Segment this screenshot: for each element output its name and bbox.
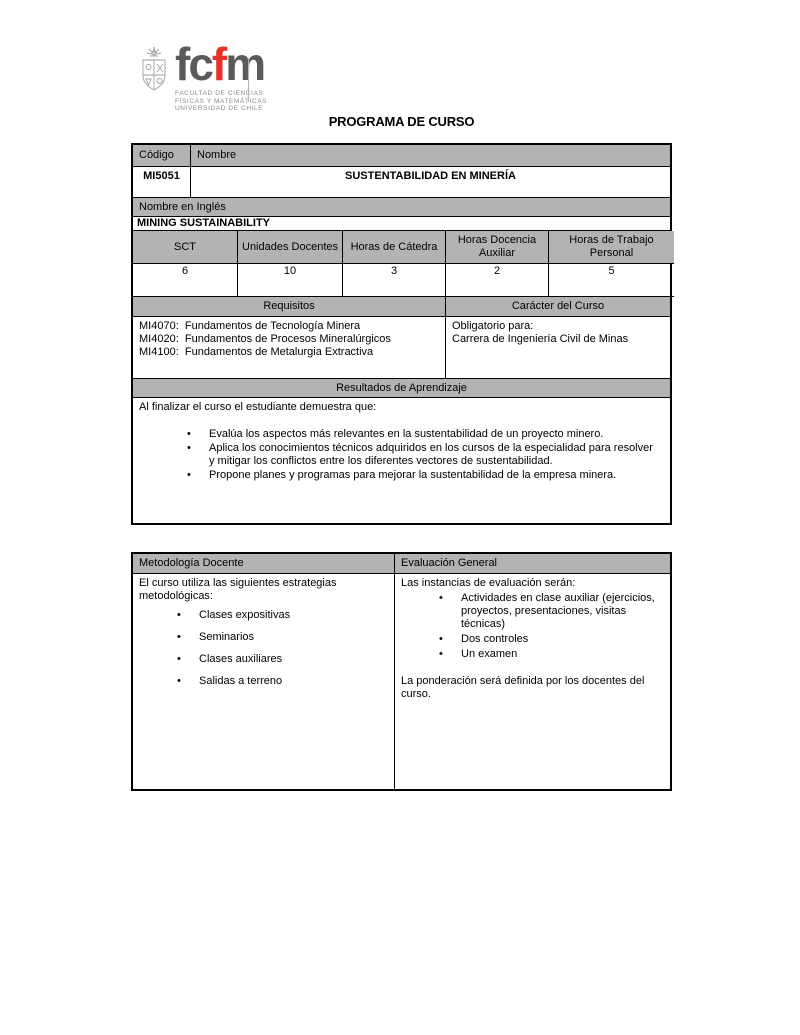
- evaluacion-intro: Las instancias de evaluación serán:: [401, 577, 576, 589]
- requisito-line: MI4020: Fundamentos de Procesos Mineralú…: [139, 333, 391, 345]
- nombre-ingles-header-cell: Nombre en Inglés: [133, 198, 670, 217]
- requisito-line: MI4100: Fundamentos de Metalurgia Extrac…: [139, 346, 374, 358]
- evaluacion-bullet: Dos controles: [439, 633, 660, 646]
- logo-subtitle-line-3: UNIVERSIDAD DE CHILE: [175, 105, 264, 112]
- methodology-evaluation-table: Metodología Docente Evaluación General E…: [131, 552, 672, 791]
- metodologia-docente-content-cell: El curso utiliza las siguientes estrateg…: [133, 574, 395, 789]
- resultados-bullet-list: Evalúa los aspectos más relevantes en la…: [139, 428, 664, 482]
- requisito-line: MI4070: Fundamentos de Tecnología Minera: [139, 320, 361, 332]
- table-row-codigo-nombre-values: MI5051 SUSTENTABILIDAD EN MINERÍA: [133, 167, 670, 198]
- requisitos-header-cell: Requisitos: [133, 297, 446, 317]
- page-title: PROGRAMA DE CURSO: [328, 114, 475, 129]
- evaluacion-general-content-cell: Las instancias de evaluación serán: Acti…: [395, 574, 670, 789]
- horas-catedra-value-cell: 3: [343, 264, 446, 297]
- uchile-crest-icon: [142, 46, 166, 91]
- fcfm-wordmark: fcfm: [175, 41, 267, 88]
- resultados-aprendizaje-content-cell: Al finalizar el curso el estudiante demu…: [133, 398, 670, 523]
- caracter-curso-header-cell: Carácter del Curso: [446, 297, 670, 317]
- logo-divider-line: [248, 58, 249, 102]
- resultados-bullet: Aplica los conocimientos técnicos adquir…: [187, 442, 656, 468]
- table-row-nombre-ingles-header: Nombre en Inglés: [133, 198, 670, 217]
- horas-trabajo-personal-header-cell: Horas de Trabajo Personal: [549, 231, 674, 264]
- evaluacion-bullet: Actividades en clase auxiliar (ejercicio…: [439, 592, 660, 631]
- caracter-line: Obligatorio para:: [452, 320, 534, 332]
- fcfm-logo-text: fcfm FACULTAD DE CIENCIAS FÍSICAS Y MATE…: [175, 41, 267, 113]
- caracter-line: Carrera de Ingeniería Civil de Minas: [452, 333, 629, 345]
- nombre-ingles-value-cell: MINING SUSTAINABILITY: [133, 217, 670, 231]
- sct-value-cell: 6: [133, 264, 238, 297]
- horas-trabajo-personal-value-cell: 5: [549, 264, 674, 297]
- metodologia-intro: El curso utiliza las siguientes estrateg…: [139, 577, 337, 602]
- metodologia-docente-header-cell: Metodología Docente: [133, 554, 395, 574]
- table-row-credit-headers: SCT Unidades Docentes Horas de Cátedra H…: [133, 231, 674, 264]
- evaluacion-bullet-list: Actividades en clase auxiliar (ejercicio…: [401, 592, 664, 661]
- fcfm-letter-f-red: f: [211, 38, 227, 90]
- caracter-curso-value-cell: Obligatorio para: Carrera de Ingeniería …: [446, 317, 670, 379]
- metodologia-bullet: Seminarios: [177, 631, 384, 644]
- nombre-value-cell: SUSTENTABILIDAD EN MINERÍA: [191, 167, 670, 198]
- nombre-header-cell: Nombre: [191, 145, 670, 167]
- evaluacion-bullet: Un examen: [439, 648, 660, 661]
- metodologia-bullet: Salidas a terreno: [177, 675, 384, 688]
- horas-docencia-auxiliar-value-cell: 2: [446, 264, 549, 297]
- horas-catedra-header-cell: Horas de Cátedra: [343, 231, 446, 264]
- sct-header-cell: SCT: [133, 231, 238, 264]
- table-row-resultados-header: Resultados de Aprendizaje: [133, 379, 670, 398]
- metodologia-bullet: Clases auxiliares: [177, 653, 384, 666]
- fcfm-logo: fcfm FACULTAD DE CIENCIAS FÍSICAS Y MATE…: [139, 41, 267, 113]
- resultados-aprendizaje-header-cell: Resultados de Aprendizaje: [133, 379, 670, 398]
- fcfm-logo-subtitle: FACULTAD DE CIENCIAS FÍSICAS Y MATEMÁTIC…: [175, 90, 267, 113]
- evaluacion-general-header-cell: Evaluación General: [395, 554, 670, 574]
- table-row-codigo-nombre-header: Código Nombre: [133, 145, 670, 167]
- logo-subtitle-line-2: FÍSICAS Y MATEMÁTICAS: [175, 97, 268, 105]
- fcfm-letter-m: m: [225, 38, 266, 90]
- logo-subtitle-line-1: FACULTAD DE CIENCIAS: [175, 90, 264, 97]
- table-row-requisitos-caracter-header: Requisitos Carácter del Curso: [133, 297, 670, 317]
- table-row-method-eval-header: Metodología Docente Evaluación General: [133, 554, 670, 574]
- metodologia-bullet-list: Clases expositivas Seminarios Clases aux…: [139, 609, 388, 688]
- course-info-table: Código Nombre MI5051 SUSTENTABILIDAD EN …: [131, 143, 674, 525]
- table-row-requisitos-caracter-values: MI4070: Fundamentos de Tecnología Minera…: [133, 317, 670, 379]
- table-row-resultados-content: Al finalizar el curso el estudiante demu…: [133, 398, 670, 523]
- horas-docencia-auxiliar-header-cell: Horas Docencia Auxiliar: [446, 231, 549, 264]
- codigo-value-cell: MI5051: [133, 167, 191, 198]
- unidades-docentes-header-cell: Unidades Docentes: [238, 231, 343, 264]
- requisitos-value-cell: MI4070: Fundamentos de Tecnología Minera…: [133, 317, 446, 379]
- table-row-credit-values: 6 10 3 2 5: [133, 264, 674, 297]
- unidades-docentes-value-cell: 10: [238, 264, 343, 297]
- evaluacion-note: La ponderación será definida por los doc…: [401, 675, 645, 700]
- metodologia-bullet: Clases expositivas: [177, 609, 384, 622]
- table-row-method-eval-content: El curso utiliza las siguientes estrateg…: [133, 574, 670, 789]
- resultados-intro: Al finalizar el curso el estudiante demu…: [139, 401, 377, 413]
- resultados-bullet: Evalúa los aspectos más relevantes en la…: [187, 428, 656, 441]
- table-row-nombre-ingles-value: MINING SUSTAINABILITY: [133, 217, 670, 231]
- resultados-bullet: Propone planes y programas para mejorar …: [187, 469, 656, 482]
- codigo-header-cell: Código: [133, 145, 191, 167]
- fcfm-letters-fc: fc: [175, 38, 214, 90]
